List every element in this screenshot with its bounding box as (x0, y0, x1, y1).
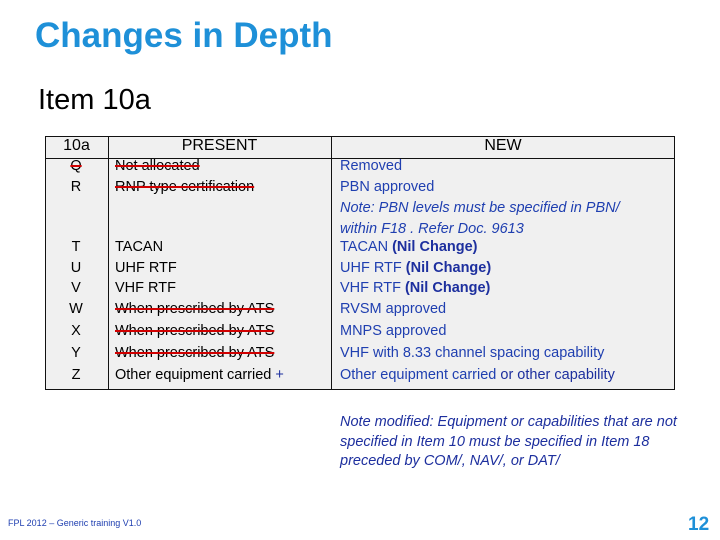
present-w: When prescribed by ATS (115, 301, 275, 317)
new-z-suffix: or other capability (496, 367, 615, 383)
new-u-text: UHF RTF (340, 260, 402, 276)
new-x: MNPS approved (340, 323, 447, 339)
page-number: 12 (688, 514, 710, 535)
present-y: When prescribed by ATS (115, 345, 275, 361)
new-v-suffix: (Nil Change) (400, 280, 491, 296)
code-u: U (70, 260, 82, 276)
code-q: Q (70, 158, 82, 174)
table-bottom-border (45, 389, 675, 390)
new-y: VHF with 8.33 channel spacing capability (340, 345, 605, 361)
new-r-note-2: within F18 . Refer Doc. 9613 (340, 221, 524, 237)
code-y: Y (71, 345, 81, 361)
new-t: TACAN (Nil Change) (340, 238, 478, 256)
table-right-border (674, 136, 675, 390)
new-v-text: VHF RTF (340, 280, 401, 296)
new-u-suffix: (Nil Change) (401, 260, 492, 276)
column-divider-2 (331, 136, 332, 390)
present-q: Not allocated (115, 158, 200, 174)
present-z: Other equipment carried + (115, 366, 284, 384)
code-t: T (71, 239, 81, 255)
present-x: When prescribed by ATS (115, 323, 275, 339)
code-x: X (71, 323, 81, 339)
header-present: PRESENT (181, 137, 258, 154)
new-r-note-1: Note: PBN levels must be specified in PB… (340, 200, 620, 216)
new-r: PBN approved (340, 179, 435, 195)
header-code: 10a (63, 137, 90, 154)
present-u: UHF RTF (115, 260, 177, 276)
code-w: W (69, 301, 83, 317)
new-v: VHF RTF (Nil Change) (340, 279, 490, 297)
slide-title: Changes in Depth (35, 16, 333, 55)
present-t: TACAN (115, 239, 164, 255)
code-v: V (71, 280, 81, 296)
new-t-text: TACAN (340, 239, 389, 255)
new-z: Other equipment carried or other capabil… (340, 366, 615, 384)
code-r: R (70, 179, 82, 195)
equipment-table: 10a PRESENT NEW Q R T U V W X Y Z Not al… (45, 136, 675, 390)
new-u: UHF RTF (Nil Change) (340, 259, 491, 277)
present-r: RNP type certification (115, 179, 255, 195)
footnote: Note modified: Equipment or capabilities… (340, 414, 677, 469)
table-left-border (45, 136, 46, 390)
code-z: Z (71, 367, 81, 383)
new-w: RVSM approved (340, 301, 447, 317)
new-t-suffix: (Nil Change) (388, 239, 478, 255)
header-new: NEW (484, 137, 522, 154)
present-z-plus: + (271, 367, 284, 383)
column-divider-1 (108, 136, 109, 390)
present-v: VHF RTF (115, 280, 176, 296)
header-divider (45, 158, 675, 159)
present-z-text: Other equipment carried (115, 367, 272, 383)
table-top-border (45, 136, 675, 137)
footer-text: FPL 2012 – Generic training V1.0 (8, 518, 142, 528)
slide-subtitle: Item 10a (38, 84, 151, 116)
new-z-text: Other equipment carried (340, 367, 497, 383)
new-q: Removed (340, 158, 403, 174)
